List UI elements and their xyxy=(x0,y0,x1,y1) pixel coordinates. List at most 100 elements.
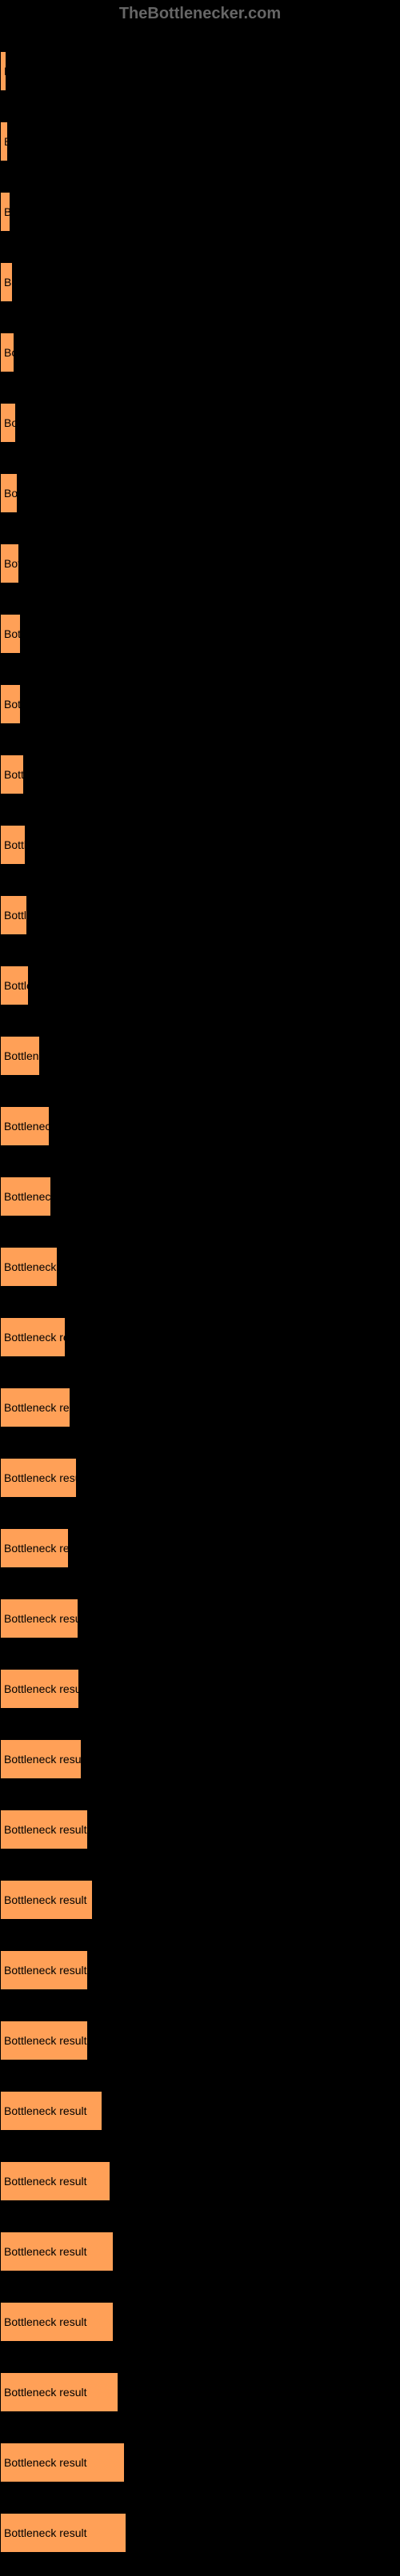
bar-label: Bottleneck result xyxy=(4,135,8,148)
bar-row: Bottleneck result xyxy=(0,739,400,810)
bar-label: Bottleneck result xyxy=(4,276,13,289)
bar: Bottleneck result xyxy=(0,1950,88,1990)
bar-label: Bottleneck result xyxy=(4,838,26,851)
bar: Bottleneck result xyxy=(0,1458,77,1498)
bar-row: Bottleneck result xyxy=(0,1443,400,1513)
bar-label: Bottleneck result xyxy=(4,1471,77,1484)
bar-label: Bottleneck result xyxy=(4,2034,87,2047)
bar-row: Bottleneck result xyxy=(0,2076,400,2146)
bar-row: Bottleneck result xyxy=(0,1513,400,1583)
bar-label: Bottleneck result xyxy=(4,2315,87,2328)
bar: Bottleneck result xyxy=(0,1810,88,1849)
bar: Bottleneck result xyxy=(0,1247,58,1287)
bar: Bottleneck result xyxy=(0,825,26,865)
bar: Bottleneck result xyxy=(0,2513,126,2553)
bar-row: Bottleneck result xyxy=(0,1865,400,1935)
bar-row: Bottleneck result xyxy=(0,247,400,317)
bar: Bottleneck result xyxy=(0,2443,125,2482)
bar-label: Bottleneck result xyxy=(4,416,16,429)
bar-label: Bottleneck result xyxy=(4,1682,79,1695)
bar: Bottleneck result xyxy=(0,2091,102,2131)
bar-label: Bottleneck result xyxy=(4,346,14,359)
bar-label: Bottleneck result xyxy=(4,1331,66,1344)
bar: Bottleneck result xyxy=(0,192,10,232)
bar-label: Bottleneck result xyxy=(4,979,29,992)
bar: Bottleneck result xyxy=(0,262,13,302)
bar: Bottleneck result xyxy=(0,2232,114,2271)
bar: Bottleneck result xyxy=(0,1599,78,1638)
bar-label: Bottleneck result xyxy=(4,1120,50,1133)
bar-row: Bottleneck result xyxy=(0,1302,400,1372)
bar-row: Bottleneck result xyxy=(0,177,400,247)
watermark-text: TheBottlenecker.com xyxy=(0,0,400,28)
bar: Bottleneck result xyxy=(0,2161,110,2201)
bar-label: Bottleneck result xyxy=(4,1190,51,1203)
bar-label: Bottleneck result xyxy=(4,205,10,218)
bar-row: Bottleneck result xyxy=(0,36,400,106)
bar-row: Bottleneck result xyxy=(0,1232,400,1302)
bar-row: Bottleneck result xyxy=(0,2287,400,2357)
bar: Bottleneck result xyxy=(0,895,27,935)
bar-label: Bottleneck result xyxy=(4,1542,69,1555)
bar-label: Bottleneck result xyxy=(4,1893,87,1906)
bar-row: Bottleneck result xyxy=(0,599,400,669)
bar-chart: Bottleneck result Bottleneck result Bottle… xyxy=(0,28,400,2576)
bar: Bottleneck result xyxy=(0,1880,93,1920)
bar: Bottleneck result xyxy=(0,1739,82,1779)
bar-row: Bottleneck result xyxy=(0,106,400,177)
bar-row: Bottleneck result xyxy=(0,2427,400,2498)
bar-label: Bottleneck result xyxy=(4,1823,87,1836)
bar-row: Bottleneck result xyxy=(0,388,400,458)
bar: Bottleneck result xyxy=(0,473,18,513)
bar: Bottleneck result xyxy=(0,1388,70,1427)
bar-row: Bottleneck result xyxy=(0,1654,400,1724)
bar-label: Bottleneck result xyxy=(4,2104,87,2117)
bar-row: Bottleneck result xyxy=(0,1794,400,1865)
bar: Bottleneck result xyxy=(0,1177,51,1216)
bar-row: Bottleneck result xyxy=(0,880,400,950)
bar: Bottleneck result xyxy=(0,1317,66,1357)
bar-label: Bottleneck result xyxy=(4,1260,58,1273)
bar-label: Bottleneck result xyxy=(4,1401,70,1414)
bar-label: Bottleneck result xyxy=(4,2175,87,2188)
bar: Bottleneck result xyxy=(0,2372,118,2412)
bar-row: Bottleneck result xyxy=(0,1372,400,1443)
bar: Bottleneck result xyxy=(0,684,21,724)
bar-label: Bottleneck result xyxy=(4,2245,87,2258)
bar-row: Bottleneck result xyxy=(0,669,400,739)
bar: Bottleneck result xyxy=(0,2021,88,2060)
bar-row: Bottleneck result xyxy=(0,1724,400,1794)
bar-row: Bottleneck result xyxy=(0,1091,400,1161)
bar: Bottleneck result xyxy=(0,2302,114,2342)
bar-label: Bottleneck result xyxy=(4,1964,87,1977)
bar-label: Bottleneck result xyxy=(4,1049,40,1062)
bar: Bottleneck result xyxy=(0,51,6,91)
bar-label: Bottleneck result xyxy=(4,557,19,570)
bar-row: Bottleneck result xyxy=(0,317,400,388)
bar-row: Bottleneck result xyxy=(0,458,400,528)
bar-row: Bottleneck result xyxy=(0,2005,400,2076)
bar: Bottleneck result xyxy=(0,1528,69,1568)
bar: Bottleneck result xyxy=(0,614,21,654)
bar-row: Bottleneck result xyxy=(0,1161,400,1232)
bar: Bottleneck result xyxy=(0,543,19,583)
bar-label: Bottleneck result xyxy=(4,909,27,922)
bar-label: Bottleneck result xyxy=(4,1753,82,1766)
bar: Bottleneck result xyxy=(0,1036,40,1076)
bar-row: Bottleneck result xyxy=(0,2216,400,2287)
bar-label: Bottleneck result xyxy=(4,2526,87,2539)
bar-label: Bottleneck result xyxy=(4,768,24,781)
bar-row: Bottleneck result xyxy=(0,1935,400,2005)
bar: Bottleneck result xyxy=(0,754,24,794)
bar-row: Bottleneck result xyxy=(0,950,400,1021)
bar: Bottleneck result xyxy=(0,1669,79,1709)
bar-label: Bottleneck result xyxy=(4,65,6,78)
bar-row: Bottleneck result xyxy=(0,528,400,599)
bar-label: Bottleneck result xyxy=(4,627,21,640)
bar-row: Bottleneck result xyxy=(0,2357,400,2427)
bar-label: Bottleneck result xyxy=(4,1612,78,1625)
bar-label: Bottleneck result xyxy=(4,2386,87,2399)
bar: Bottleneck result xyxy=(0,332,14,372)
bar: Bottleneck result xyxy=(0,966,29,1005)
bar-label: Bottleneck result xyxy=(4,698,21,711)
